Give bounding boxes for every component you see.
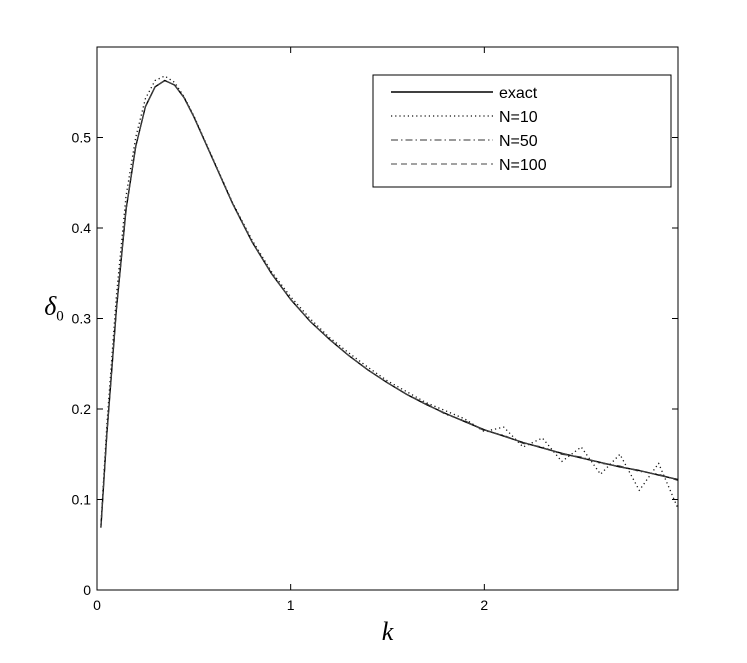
y-tick-label: 0.2	[72, 401, 92, 417]
x-tick-label: 1	[287, 597, 295, 613]
tick-layer: 0 1 2 0 0.1 0.2 0.3 0.4 0.5	[72, 47, 678, 613]
y-tick-label: 0.3	[72, 311, 92, 327]
y-tick-label: 0.1	[72, 492, 92, 508]
y-tick-label: 0.5	[72, 130, 92, 146]
legend-label: N=50	[499, 133, 538, 150]
y-axis-label: δ0	[44, 292, 64, 325]
legend-label: N=100	[499, 157, 547, 174]
series-line-n-50	[100, 79, 679, 528]
legend-label: exact	[499, 85, 538, 102]
series-line-n-100	[100, 79, 679, 528]
y-axis-label-subscript: 0	[56, 309, 64, 325]
y-tick-label: 0	[83, 582, 91, 598]
x-tick-label: 2	[480, 597, 488, 613]
y-axis-label-symbol: δ	[44, 292, 57, 321]
legend: exact N=10 N=50 N=100	[372, 74, 672, 188]
y-tick-label: 0.4	[72, 220, 92, 236]
x-axis-label: k	[382, 617, 394, 646]
series-line-n-10	[100, 75, 679, 525]
legend-label: N=10	[499, 109, 538, 126]
legend-box	[372, 74, 672, 188]
x-tick-label: 0	[93, 597, 101, 613]
series-layer	[100, 75, 679, 528]
